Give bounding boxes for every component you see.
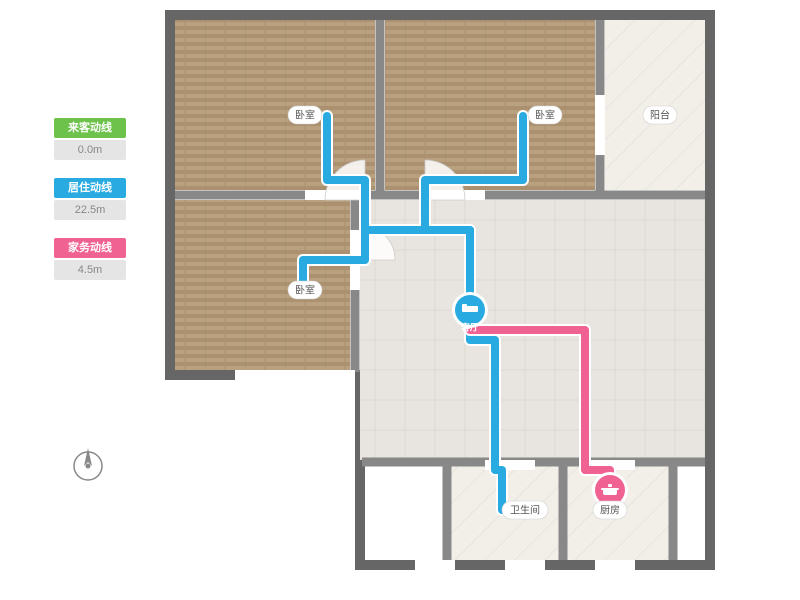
floorplan: 卧室卧室阳台卧室客厅卫生间厨房 (165, 10, 740, 590)
room-label-bedroom_tl: 卧室 (295, 109, 315, 122)
legend-value: 22.5m (54, 200, 126, 220)
legend-title: 居住动线 (54, 178, 126, 198)
legend-value: 0.0m (54, 140, 126, 160)
legend-item-housework: 家务动线 4.5m (54, 238, 126, 280)
room-label-bedroom_ml: 卧室 (295, 284, 315, 297)
legend-item-living: 居住动线 22.5m (54, 178, 126, 220)
room-label-bath: 卫生间 (510, 504, 540, 517)
legend-value: 4.5m (54, 260, 126, 280)
room-label-bedroom_tr: 卧室 (535, 109, 555, 122)
legend-item-guest: 来客动线 0.0m (54, 118, 126, 160)
room-label-kitchen: 厨房 (600, 504, 620, 517)
room-bedroom_tl (175, 20, 375, 190)
room-bedroom_tr (385, 20, 595, 190)
room-bedroom_ml (175, 200, 350, 370)
legend-title: 来客动线 (54, 118, 126, 138)
room-balcony (605, 20, 705, 190)
room-label-living: 客厅 (460, 321, 479, 332)
compass-icon (68, 446, 108, 486)
legend-title: 家务动线 (54, 238, 126, 258)
legend: 来客动线 0.0m 居住动线 22.5m 家务动线 4.5m (54, 118, 126, 298)
room-label-balcony: 阳台 (650, 109, 670, 122)
